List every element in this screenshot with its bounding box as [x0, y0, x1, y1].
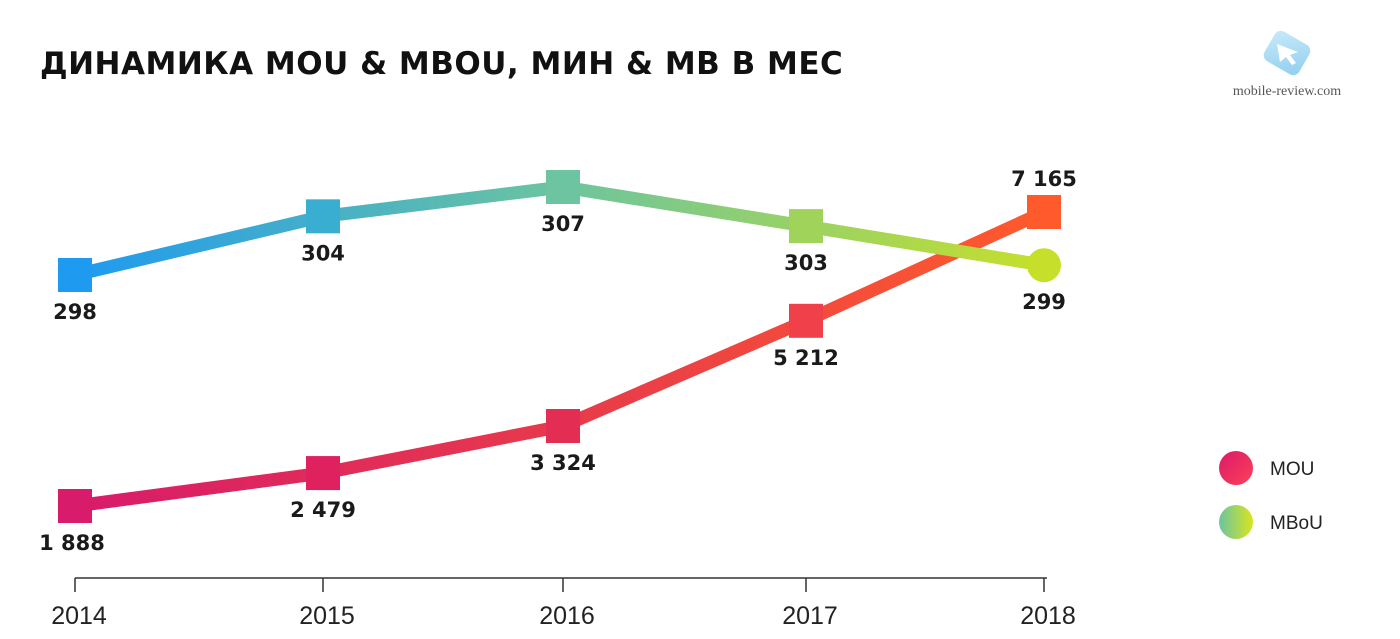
data-label-mbou: 307 — [541, 212, 585, 236]
data-label-mbou: 299 — [1022, 290, 1066, 314]
x-tick-label: 2017 — [782, 602, 838, 630]
data-point-mou — [58, 489, 92, 523]
x-tick-label: 2016 — [539, 602, 595, 630]
data-label-mou: 7 165 — [1011, 167, 1077, 191]
legend-swatch-mbou — [1219, 505, 1253, 539]
data-point-mou — [546, 408, 580, 443]
data-point-mbou — [1027, 248, 1061, 283]
data-label-mbou: 298 — [53, 300, 97, 324]
x-tick-label: 2018 — [1020, 602, 1076, 630]
data-point-mou — [1027, 195, 1061, 229]
data-label-mou: 3 324 — [530, 451, 596, 475]
data-point-mou — [789, 303, 823, 338]
data-point-mbou — [58, 258, 92, 292]
data-point-mbou — [789, 209, 823, 244]
data-label-mbou: 303 — [784, 251, 828, 275]
data-point-mou — [306, 456, 340, 491]
x-tick-label: 2015 — [299, 602, 355, 630]
data-label-mbou: 304 — [301, 241, 345, 265]
legend-label-mou: MOU — [1270, 459, 1314, 480]
data-label-mou: 5 212 — [773, 346, 839, 370]
data-point-mbou — [306, 199, 340, 234]
data-label-mou: 1 888 — [39, 531, 105, 555]
mobile-review-logo-icon — [1263, 30, 1311, 76]
x-tick-label: 2014 — [51, 602, 107, 630]
legend-label-mbou: MBoU — [1270, 513, 1323, 534]
watermark-text: mobile-review.com — [1232, 84, 1342, 99]
legend-swatch-mou — [1219, 451, 1253, 485]
chart-title: ДИНАМИКА MOU & MBOU, МИН & МВ В МЕС — [40, 46, 844, 82]
data-point-mbou — [546, 170, 580, 204]
data-label-mou: 2 479 — [290, 498, 356, 522]
